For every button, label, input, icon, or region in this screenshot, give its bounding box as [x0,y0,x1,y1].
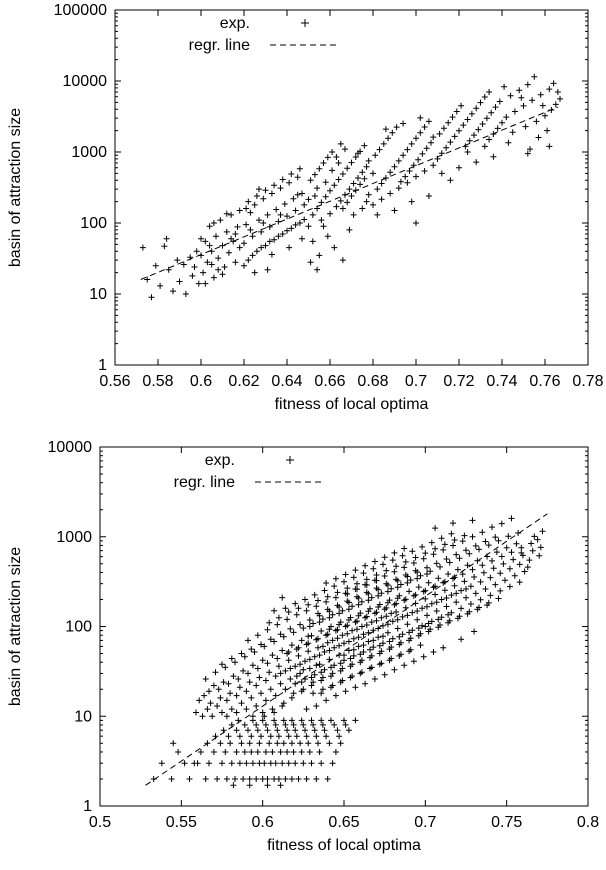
y-tick-label: 1000 [71,144,107,161]
x-tick-label: 0.5 [89,814,111,831]
y-tick-label: 10 [74,708,92,725]
y-tick-label: 1 [98,357,107,374]
regression-line [145,513,548,786]
legend-marker-plus-icon [286,456,294,464]
plot-border [114,9,589,366]
x-tick-label: 0.58 [142,373,173,390]
x-tick-label: 0.76 [529,373,560,390]
x-tick-label: 0.66 [314,373,345,390]
y-axis-title: basin of attraction size [7,547,24,706]
x-tick-label: 0.68 [357,373,388,390]
legend-label: exp. [205,452,235,469]
x-tick-label: 0.62 [228,373,259,390]
y-tick-label: 100 [80,215,107,232]
chart-bottom: 0.5 0.55 0.6 0.65 0.7 0.75 0.8 1 10 100 1000 10000 e… [7,439,599,854]
y-tick-label: 100000 [54,2,107,19]
x-axis-title: fitness of local optima [275,396,429,413]
x-tick-label: 0.78 [572,373,603,390]
y-tick-label: 10 [89,286,107,303]
x-tick-label: 0.56 [99,373,130,390]
x-tick-label: 0.8 [577,814,599,831]
x-tick-label: 0.65 [328,814,359,831]
x-tick-label: 0.6 [252,814,274,831]
scatter-points [150,515,546,789]
legend-marker-plus-icon [301,19,309,27]
y-tick-label: 10000 [63,73,108,90]
y-axis-title: basin of attraction size [7,108,24,267]
legend-label: regr. line [189,37,250,54]
scatter-points [139,73,563,301]
x-tick-label: 0.7 [405,373,427,390]
x-axis-title: fitness of local optima [267,837,421,854]
x-tick-label: 0.55 [166,814,197,831]
x-tick-label: 0.74 [486,373,517,390]
legend-label: regr. line [174,474,235,491]
y-tick-label: 1 [83,798,92,815]
x-tick-label: 0.75 [491,814,522,831]
chart-top: 0.56 0.58 0.6 0.62 0.64 0.66 0.68 0.7 0.72 0.74 0.… [7,2,604,413]
x-tick-label: 0.72 [443,373,474,390]
x-tick-label: 0.6 [190,373,212,390]
y-tick-label: 10000 [48,439,93,456]
regression-line [140,106,559,280]
legend-label: exp. [220,15,250,32]
x-tick-label: 0.64 [271,373,302,390]
x-tick-label: 0.7 [414,814,436,831]
y-tick-label: 100 [65,619,92,636]
y-tick-label: 1000 [56,529,92,546]
